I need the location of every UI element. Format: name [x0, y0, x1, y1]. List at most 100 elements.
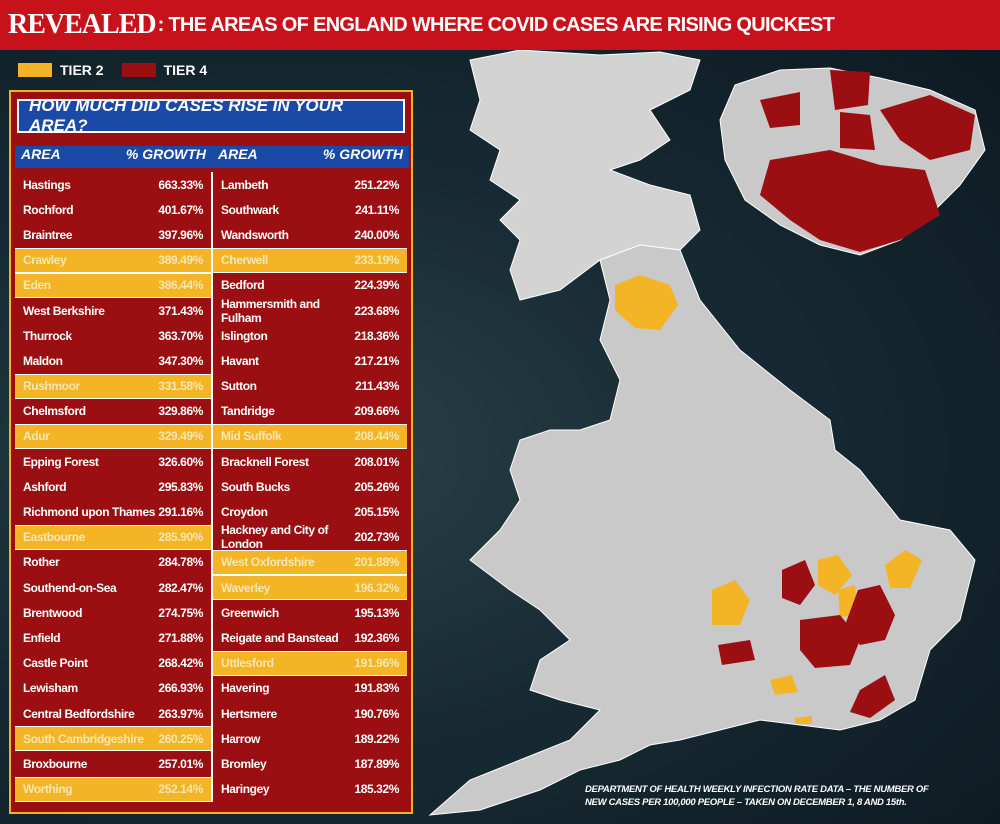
area-name: Hertsmere [221, 706, 277, 721]
table-row: Havant 217.21% [213, 348, 407, 373]
table-row: Hertsmere 190.76% [213, 701, 407, 726]
table-row: Sutton 211.43% [213, 374, 407, 399]
growth-value: 252.14% [158, 782, 203, 797]
west-oxfordshire-area [712, 580, 750, 625]
table-row: Hastings 663.33% [15, 172, 211, 197]
table-row: Harrow 189.22% [213, 726, 407, 751]
area-name: Epping Forest [23, 454, 99, 469]
growth-value: 205.15% [354, 505, 399, 520]
title-text: : THE AREAS OF ENGLAND WHERE COVID CASES… [157, 13, 835, 36]
area-name: Maldon [23, 353, 63, 368]
growth-value: 284.78% [158, 555, 203, 570]
table-row: Eastbourne 285.90% [15, 524, 211, 550]
area-name: Southwark [221, 202, 279, 217]
growth-value: 196.32% [354, 580, 399, 595]
growth-value: 268.42% [158, 656, 203, 671]
tier2-swatch [18, 63, 52, 77]
source-note: DEPARTMENT OF HEALTH WEEKLY INFECTION RA… [585, 783, 990, 809]
mid-suffolk-area [885, 550, 922, 588]
growth-value: 195.13% [354, 605, 399, 620]
growth-value: 185.32% [354, 782, 399, 797]
table-row: Richmond upon Thames 291.16% [15, 499, 211, 524]
table-row: South Cambridgeshire 260.25% [15, 726, 211, 752]
growth-value: 260.25% [158, 731, 203, 746]
area-name: Thurrock [23, 328, 72, 343]
table-column-left: Hastings 663.33% Rochford 401.67% Braintree 3… [15, 172, 211, 802]
table-row: Southwark 241.11% [213, 197, 407, 222]
growth-value: 257.01% [158, 756, 203, 771]
growth-value: 295.83% [158, 479, 203, 494]
growth-value: 329.86% [158, 404, 203, 419]
table-row: Islington 218.36% [213, 323, 407, 348]
area-name: Havant [221, 353, 259, 368]
area-name: Rushmoor [23, 379, 80, 394]
table-row: Broxbourne 257.01% [15, 751, 211, 776]
area-name: Mid Suffolk [221, 429, 282, 444]
kent-hastings-area [850, 675, 895, 718]
table-row: Croydon 205.15% [213, 499, 407, 524]
west-berkshire-area [718, 640, 755, 665]
growth-value: 401.67% [158, 202, 203, 217]
london-se-areas [800, 615, 860, 668]
tier4-swatch [121, 63, 156, 77]
growth-value: 223.68% [354, 303, 399, 318]
london-tier4-boroughs [760, 70, 975, 252]
legend-label: TIER 4 [163, 62, 208, 78]
growth-value: 201.88% [354, 555, 399, 570]
table-row: West Berkshire 371.43% [15, 298, 211, 323]
bedford-area [782, 560, 815, 605]
growth-value: 205.26% [354, 479, 399, 494]
growth-value: 389.49% [158, 253, 203, 268]
area-name: Eastbourne [23, 530, 86, 545]
south-cambridgeshire-area [818, 555, 852, 595]
table-row: Tandridge 209.66% [213, 399, 407, 424]
table-row: Cherwell 233.19% [213, 247, 407, 273]
table-row: Mid Suffolk 208.44% [213, 423, 407, 450]
title-bar: REVEALED : THE AREAS OF ENGLAND WHERE CO… [0, 0, 1000, 50]
growth-value: 191.83% [354, 681, 399, 696]
area-name: Waverley [221, 580, 271, 595]
growth-value: 291.16% [158, 505, 203, 520]
legend-tier2: TIER 2 [18, 62, 104, 78]
growth-value: 208.01% [354, 454, 399, 469]
growth-value: 663.33% [158, 177, 203, 192]
growth-value: 397.96% [158, 227, 203, 242]
area-name: Crawley [23, 253, 67, 268]
growth-value: 241.11% [355, 202, 399, 217]
table-row: Central Bedfordshire 263.97% [15, 701, 211, 726]
title-prefix: REVEALED [8, 9, 157, 40]
table-row: Worthing 252.14% [15, 776, 211, 802]
header-growth: % GROWTH [125, 146, 206, 162]
area-name: Braintree [23, 227, 73, 242]
growth-value: 326.60% [158, 454, 203, 469]
growth-value: 386.44% [158, 278, 203, 293]
area-name: Richmond upon Thames [23, 505, 156, 520]
area-name: Bracknell Forest [221, 454, 309, 469]
table-row: Greenwich 195.13% [213, 600, 407, 625]
area-name: Hackney and City of London [221, 523, 329, 552]
area-name: Lambeth [221, 177, 269, 192]
legend-label: TIER 2 [60, 62, 104, 78]
growth-value: 190.76% [354, 706, 399, 721]
area-name: West Oxfordshire [221, 555, 315, 570]
area-name: Tandridge [221, 404, 275, 419]
header-area: AREA [21, 146, 61, 162]
table-row: Brentwood 274.75% [15, 600, 211, 625]
growth-value: 371.43% [158, 303, 203, 318]
table-row: Eden 386.44% [15, 272, 211, 298]
table-header: AREA % GROWTH AREA % GROWTH [15, 146, 409, 168]
area-name: South Cambridgeshire [23, 731, 144, 746]
table-row: Enfield 271.88% [15, 625, 211, 650]
table-row: West Oxfordshire 201.88% [213, 549, 407, 575]
area-name: Enfield [23, 630, 61, 645]
growth-value: 331.58% [158, 379, 203, 394]
england-wales-outline [428, 244, 976, 816]
legend-tier4: TIER 4 [121, 62, 208, 78]
table-row: Maldon 347.30% [15, 348, 211, 373]
table-row: Rother 284.78% [15, 550, 211, 575]
growth-value: 211.43% [355, 379, 399, 394]
table-row: Lewisham 266.93% [15, 676, 211, 701]
header-growth: % GROWTH [322, 146, 403, 162]
area-name: Sutton [221, 379, 257, 394]
